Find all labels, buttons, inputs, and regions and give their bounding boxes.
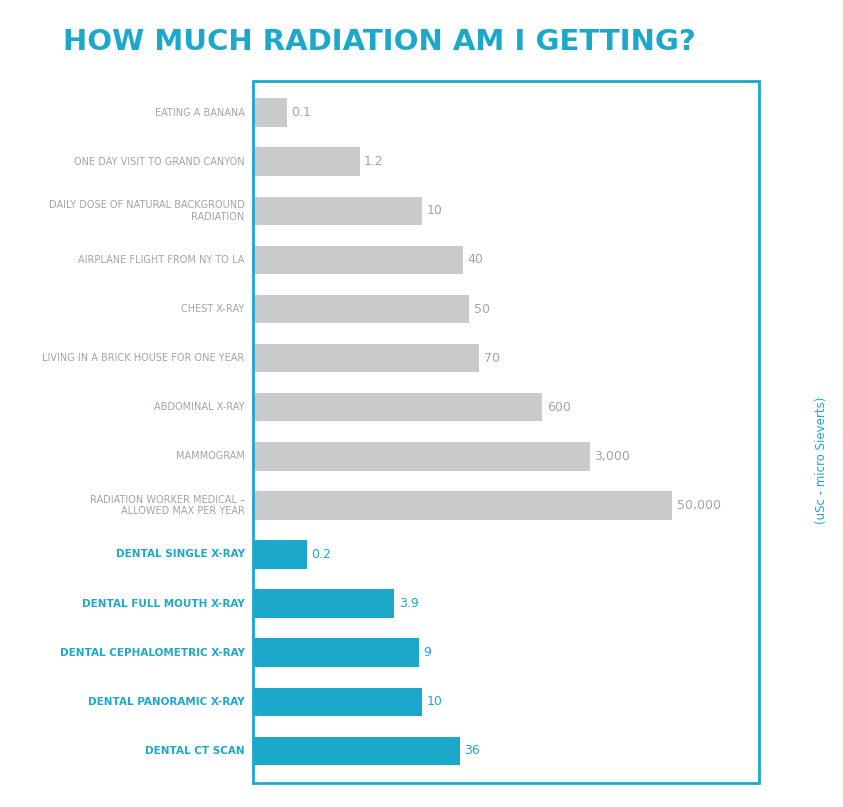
Bar [253, 98, 287, 127]
Text: 3,000: 3,000 [594, 449, 630, 462]
Text: 600: 600 [547, 401, 571, 414]
Bar [253, 638, 419, 667]
Bar [253, 344, 480, 372]
Bar [253, 197, 422, 225]
Bar [253, 148, 360, 176]
Text: 50,000: 50,000 [677, 499, 721, 512]
Text: 0.2: 0.2 [312, 548, 331, 561]
Text: 0.1: 0.1 [291, 106, 311, 119]
Bar [253, 245, 463, 274]
Text: 1.2: 1.2 [364, 155, 384, 168]
Bar [253, 393, 542, 421]
Bar [253, 688, 422, 716]
Text: 9: 9 [423, 646, 432, 659]
Text: 40: 40 [467, 253, 483, 266]
Bar [253, 295, 470, 324]
Text: 36: 36 [464, 744, 480, 758]
Text: HOW MUCH RADIATION AM I GETTING?: HOW MUCH RADIATION AM I GETTING? [63, 28, 695, 56]
Text: 70: 70 [484, 352, 500, 365]
Text: 3.9: 3.9 [399, 597, 418, 610]
Text: 10: 10 [427, 696, 443, 709]
Text: (uSc - micro Sieverts): (uSc - micro Sieverts) [815, 396, 829, 524]
Bar [253, 442, 590, 470]
Bar [253, 491, 673, 520]
Text: 10: 10 [427, 204, 443, 217]
Text: 50: 50 [474, 303, 490, 316]
Bar [253, 589, 395, 618]
Bar [253, 540, 307, 569]
Bar [253, 737, 459, 765]
